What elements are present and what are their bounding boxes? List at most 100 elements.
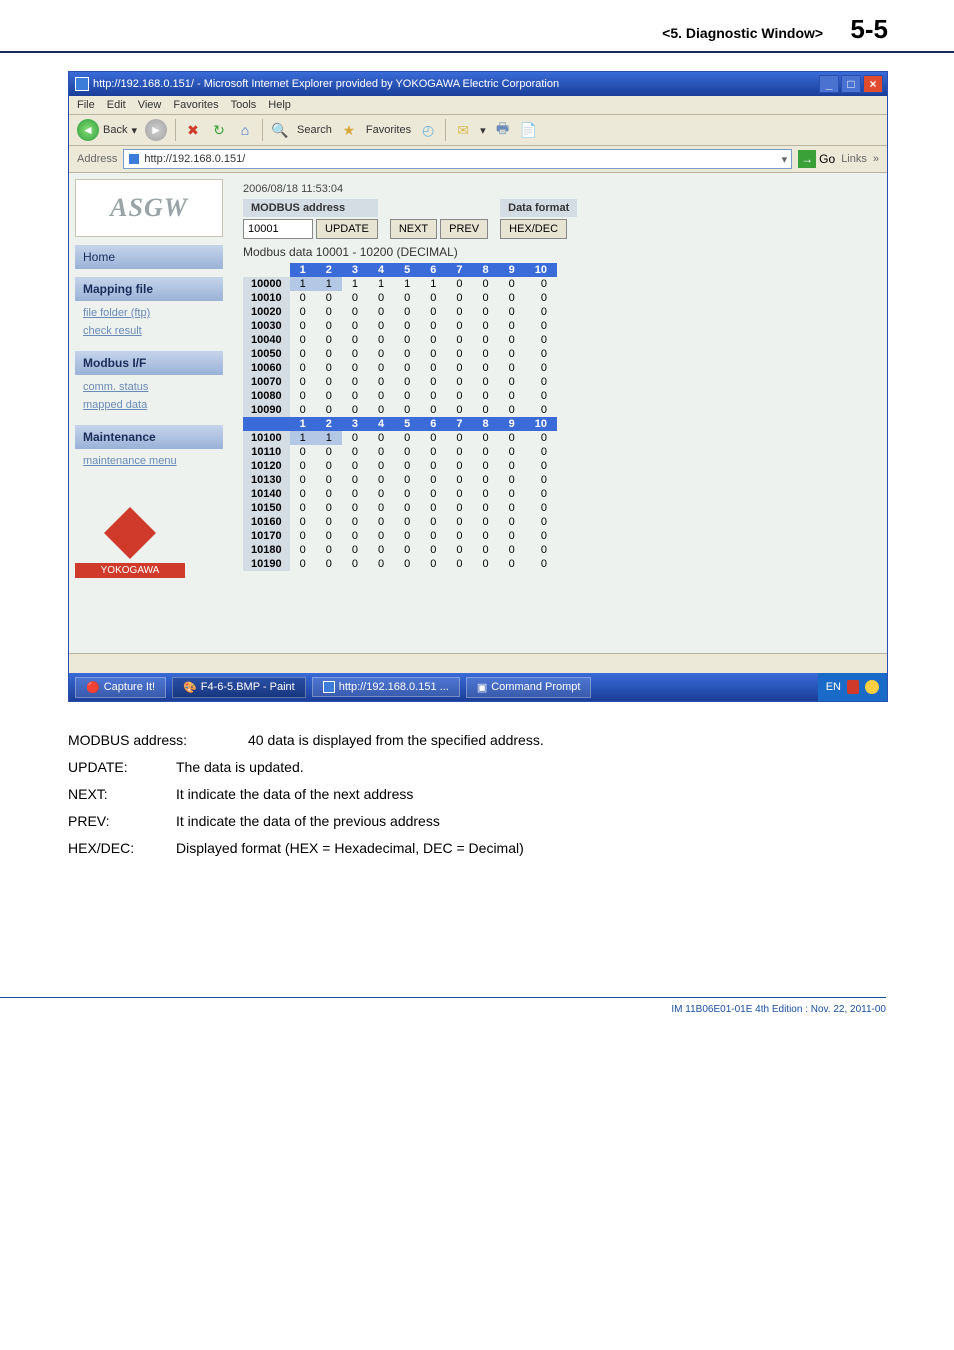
sidebar-link-ftp[interactable]: file folder (ftp) <box>83 307 215 319</box>
table-cell: 0 <box>499 403 525 417</box>
minimize-button[interactable]: _ <box>819 75 839 93</box>
table-addr: 10100 <box>243 431 290 445</box>
links-chevron-icon[interactable]: » <box>873 153 879 165</box>
links-label[interactable]: Links <box>841 153 867 165</box>
table-addr: 10040 <box>243 333 290 347</box>
table-cell: 0 <box>472 543 498 557</box>
menu-file[interactable]: File <box>77 99 95 111</box>
table-cell: 0 <box>342 473 368 487</box>
table-cell: 0 <box>342 515 368 529</box>
table-cell: 0 <box>420 445 446 459</box>
menu-view[interactable]: View <box>138 99 162 111</box>
table-addr: 10050 <box>243 347 290 361</box>
refresh-icon[interactable]: ↻ <box>210 121 228 139</box>
table-cell: 0 <box>394 333 420 347</box>
table-cell: 0 <box>316 333 342 347</box>
toolbar-sep <box>175 119 176 141</box>
table-cell: 0 <box>499 389 525 403</box>
table-cell: 0 <box>499 515 525 529</box>
table-cell: 0 <box>290 305 316 319</box>
table-cell: 0 <box>446 459 472 473</box>
favorites-icon[interactable]: ★ <box>340 121 358 139</box>
hexdec-button[interactable]: HEX/DEC <box>500 219 567 239</box>
data-format-label: Data format <box>500 199 577 217</box>
table-cell: 0 <box>342 333 368 347</box>
table-cell: 0 <box>446 319 472 333</box>
clock-icon[interactable] <box>865 680 879 694</box>
next-button[interactable]: NEXT <box>390 219 437 239</box>
section-label: <5. Diagnostic Window> <box>662 25 823 41</box>
table-cell: 0 <box>394 403 420 417</box>
table-cell: 0 <box>472 333 498 347</box>
yokogawa-logo: YOKOGAWA <box>75 481 185 578</box>
task-cmd[interactable]: ▣ Command Prompt <box>466 677 592 698</box>
home-icon[interactable]: ⌂ <box>236 121 254 139</box>
table-cell: 0 <box>446 473 472 487</box>
prev-button[interactable]: PREV <box>440 219 488 239</box>
screenshot-area: http://192.168.0.151/ - Microsoft Intern… <box>0 53 954 710</box>
tray-lang[interactable]: EN <box>826 681 841 693</box>
address-dropdown-icon[interactable]: ▾ <box>782 153 788 166</box>
task-ie[interactable]: http://192.168.0.151 ... <box>312 677 460 697</box>
table-cell: 0 <box>499 319 525 333</box>
sidebar-home[interactable]: Home <box>75 245 223 269</box>
search-icon[interactable]: 🔍 <box>271 121 289 139</box>
forward-button[interactable]: ► <box>145 119 167 141</box>
capture-icon: 🔴 <box>86 681 100 694</box>
taskbar: 🔴 Capture It! 🎨 F4-6-5.BMP - Paint http:… <box>69 673 887 701</box>
search-label[interactable]: Search <box>297 124 332 136</box>
def-hexdec-v: Displayed format (HEX = Hexadecimal, DEC… <box>176 838 524 859</box>
table-cell: 0 <box>394 543 420 557</box>
table-cell: 0 <box>446 501 472 515</box>
edit-icon[interactable]: 📄 <box>520 121 538 139</box>
close-button[interactable]: × <box>863 75 883 93</box>
table-col: 5 <box>394 417 420 431</box>
table-col: 2 <box>316 263 342 277</box>
table-cell: 0 <box>472 487 498 501</box>
table-cell: 0 <box>394 375 420 389</box>
update-button[interactable]: UPDATE <box>316 219 378 239</box>
table-addr: 10110 <box>243 445 290 459</box>
sidebar-link-check[interactable]: check result <box>83 325 215 337</box>
address-input[interactable]: http://192.168.0.151/ ▾ <box>123 149 792 169</box>
history-icon[interactable]: ◴ <box>419 121 437 139</box>
table-cell: 0 <box>368 347 394 361</box>
stop-icon[interactable]: ✖ <box>184 121 202 139</box>
toolbar-sep2 <box>262 119 263 141</box>
sidebar-link-maint[interactable]: maintenance menu <box>83 455 215 467</box>
table-cell: 0 <box>525 361 557 375</box>
mail-icon[interactable]: ✉ <box>454 121 472 139</box>
menu-help[interactable]: Help <box>268 99 291 111</box>
def-prev-k: PREV: <box>68 811 176 832</box>
table-col: 10 <box>525 417 557 431</box>
menu-favorites[interactable]: Favorites <box>173 99 218 111</box>
sidebar-link-mapped[interactable]: mapped data <box>83 399 215 411</box>
cmd-icon: ▣ <box>477 681 487 694</box>
window-title: http://192.168.0.151/ - Microsoft Intern… <box>93 78 559 90</box>
shield-icon[interactable] <box>847 680 859 694</box>
back-button[interactable]: ◄ Back ▾ <box>77 119 137 141</box>
table-cell: 0 <box>472 501 498 515</box>
table-cell: 0 <box>499 431 525 445</box>
menu-tools[interactable]: Tools <box>231 99 257 111</box>
table-cell: 0 <box>446 557 472 571</box>
task-paint[interactable]: 🎨 F4-6-5.BMP - Paint <box>172 677 306 698</box>
print-icon[interactable]: 🖶 <box>494 121 512 139</box>
modbus-address-input[interactable] <box>243 219 313 239</box>
task-captureit[interactable]: 🔴 Capture It! <box>75 677 166 698</box>
table-addr: 10000 <box>243 277 290 291</box>
modbus-address-label: MODBUS address <box>243 199 378 217</box>
table-cell: 0 <box>342 403 368 417</box>
table-cell: 0 <box>525 333 557 347</box>
go-button[interactable]: → Go <box>798 150 835 168</box>
table-col: 4 <box>368 417 394 431</box>
sidebar-mapping-file: Mapping file <box>75 277 223 301</box>
table-cell: 0 <box>290 375 316 389</box>
table-addr: 10130 <box>243 473 290 487</box>
menu-edit[interactable]: Edit <box>107 99 126 111</box>
favorites-label[interactable]: Favorites <box>366 124 411 136</box>
sidebar-link-comm[interactable]: comm. status <box>83 381 215 393</box>
table-cell: 0 <box>420 333 446 347</box>
maximize-button[interactable]: □ <box>841 75 861 93</box>
table-col: 7 <box>446 263 472 277</box>
